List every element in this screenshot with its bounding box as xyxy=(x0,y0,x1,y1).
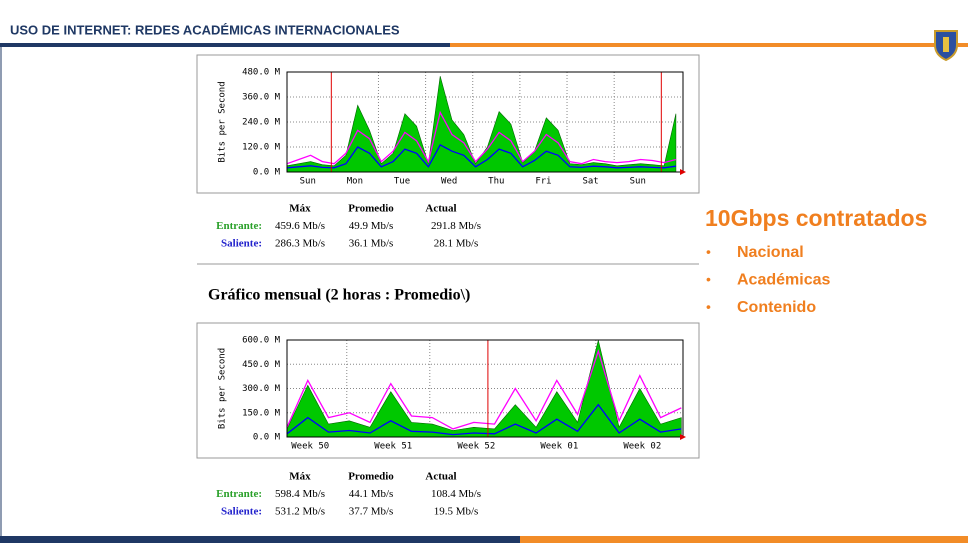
sidebar-heading: 10Gbps contratados xyxy=(705,205,927,231)
y-tick-label: 480.0 M xyxy=(242,68,281,78)
y-tick-label: 150.0 M xyxy=(242,408,281,418)
axis-arrow xyxy=(680,169,686,175)
section-title: Gráfico mensual (2 horas : Promedio\) xyxy=(208,287,470,304)
stats-cell: 108.4 Mb/s xyxy=(431,488,481,500)
stats-cell: 531.2 Mb/s xyxy=(275,506,325,518)
x-tick-label: Week 52 xyxy=(457,442,495,452)
y-tick-label: 600.0 M xyxy=(242,336,281,346)
y-tick-label: 240.0 M xyxy=(242,118,281,128)
stats-header: Máx xyxy=(289,471,311,483)
stats-header: Promedio xyxy=(348,471,394,483)
y-tick-label: 360.0 M xyxy=(242,93,281,103)
x-tick-label: Sun xyxy=(630,177,646,187)
x-tick-label: Week 02 xyxy=(623,442,661,452)
y-tick-label: 300.0 M xyxy=(242,384,281,394)
x-tick-label: Tue xyxy=(394,177,410,187)
stats-cell: 37.7 Mb/s xyxy=(349,506,394,518)
x-tick-label: Fri xyxy=(535,177,551,187)
x-tick-label: Sun xyxy=(300,177,316,187)
x-tick-label: Week 51 xyxy=(374,442,412,452)
y-axis-title: Bits per Second xyxy=(218,81,228,162)
x-tick-label: Sat xyxy=(582,177,598,187)
stats-cell: 598.4 Mb/s xyxy=(275,488,325,500)
y-axis-title: Bits per Second xyxy=(218,348,228,429)
stats-cell: 459.6 Mb/s xyxy=(275,220,325,232)
bullet-dot: • xyxy=(706,244,711,260)
x-tick-label: Mon xyxy=(347,177,363,187)
bullet-text: Contenido xyxy=(737,299,816,316)
x-tick-label: Week 50 xyxy=(291,442,329,452)
stats-cell: 291.8 Mb/s xyxy=(431,220,481,232)
axis-arrow xyxy=(680,434,686,440)
plot-border xyxy=(286,71,684,173)
logo xyxy=(934,30,958,62)
y-tick-label: 0.0 M xyxy=(253,168,281,178)
stats-header: Promedio xyxy=(348,203,394,215)
y-tick-label: 450.0 M xyxy=(242,360,281,370)
header-rule xyxy=(0,43,450,47)
x-tick-label: Thu xyxy=(488,177,504,187)
stats-cell: 44.1 Mb/s xyxy=(349,488,394,500)
stats-cell: 49.9 Mb/s xyxy=(349,220,394,232)
stats-cell: 28.1 Mb/s xyxy=(434,238,479,250)
bullet-text: Académicas xyxy=(737,272,830,289)
footer-bar-accent xyxy=(520,536,968,543)
slide-title: USO DE INTERNET: REDES ACADÉMICAS INTERN… xyxy=(10,22,400,37)
header-rule-accent xyxy=(450,43,968,47)
stats-row-label: Saliente: xyxy=(221,506,262,518)
stats-row-label: Entrante: xyxy=(216,220,262,232)
line-series xyxy=(286,403,682,436)
stats-header: Máx xyxy=(289,203,311,215)
area-series xyxy=(286,340,682,438)
y-tick-label: 0.0 M xyxy=(253,433,281,443)
x-tick-label: Week 01 xyxy=(540,442,578,452)
stats-header: Actual xyxy=(425,203,456,215)
stats-cell: 286.3 Mb/s xyxy=(275,238,325,250)
bullet-text: Nacional xyxy=(737,244,804,261)
bullet-dot: • xyxy=(706,299,711,315)
line-series xyxy=(286,110,677,165)
stats-cell: 19.5 Mb/s xyxy=(434,506,479,518)
bullet-dot: • xyxy=(706,271,711,287)
stats-row-label: Saliente: xyxy=(221,238,262,250)
stats-header: Actual xyxy=(425,471,456,483)
area-series xyxy=(286,76,677,173)
stats-row-label: Entrante: xyxy=(216,488,262,500)
x-tick-label: Wed xyxy=(441,177,457,187)
footer-bar xyxy=(0,536,520,543)
plot-border xyxy=(286,339,684,438)
line-series xyxy=(286,144,676,169)
stats-cell: 36.1 Mb/s xyxy=(349,238,394,250)
y-tick-label: 120.0 M xyxy=(242,143,281,153)
line-series xyxy=(286,349,682,430)
